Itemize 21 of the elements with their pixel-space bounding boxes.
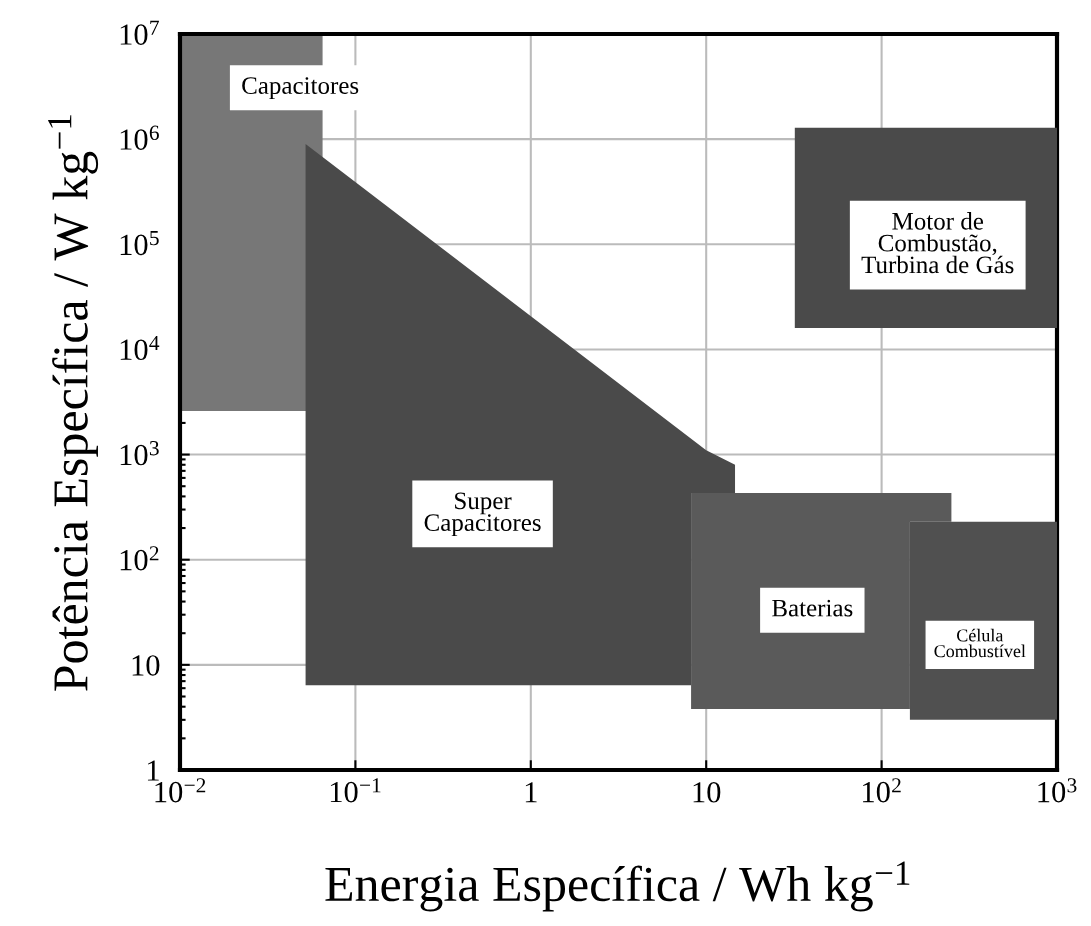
y-tick-label: 10$^{6}$ xyxy=(120,125,159,150)
y-tick-label: 1 xyxy=(147,760,159,781)
series-label: Capacitores xyxy=(242,77,359,100)
y-tick-label: 10$^{2}$ xyxy=(120,546,159,571)
series-label: Baterias xyxy=(772,599,853,617)
y-axis-title: Potência Específica / W kg$^{−1}$ xyxy=(48,115,99,691)
series-label: Célula Combustível xyxy=(934,628,1026,658)
series-label: Super Capacitores xyxy=(424,492,541,537)
y-tick-label: 10$^{3}$ xyxy=(120,441,159,466)
y-tick-label: 10$^{4}$ xyxy=(120,335,160,361)
y-tick-label: 10$^{7}$ xyxy=(120,20,159,45)
x-axis-title: Energia Específica / Wh kg$^{−1}$ xyxy=(325,861,910,912)
x-tick-label: 10$^{2}$ xyxy=(863,778,901,803)
x-tick-label: 10$^{3}$ xyxy=(1038,778,1077,803)
x-tick-label: 10 xyxy=(693,781,721,803)
x-tick-label: 10$^{−2}$ xyxy=(155,778,206,803)
y-tick-label: 10 xyxy=(132,655,160,676)
x-tick-label: 1 xyxy=(525,782,537,803)
x-tick-label: 10$^{−1}$ xyxy=(330,778,381,803)
series-label: Motor de Combustão, Turbina de Gás xyxy=(861,212,1014,274)
y-tick-label: 10$^{5}$ xyxy=(120,231,159,256)
